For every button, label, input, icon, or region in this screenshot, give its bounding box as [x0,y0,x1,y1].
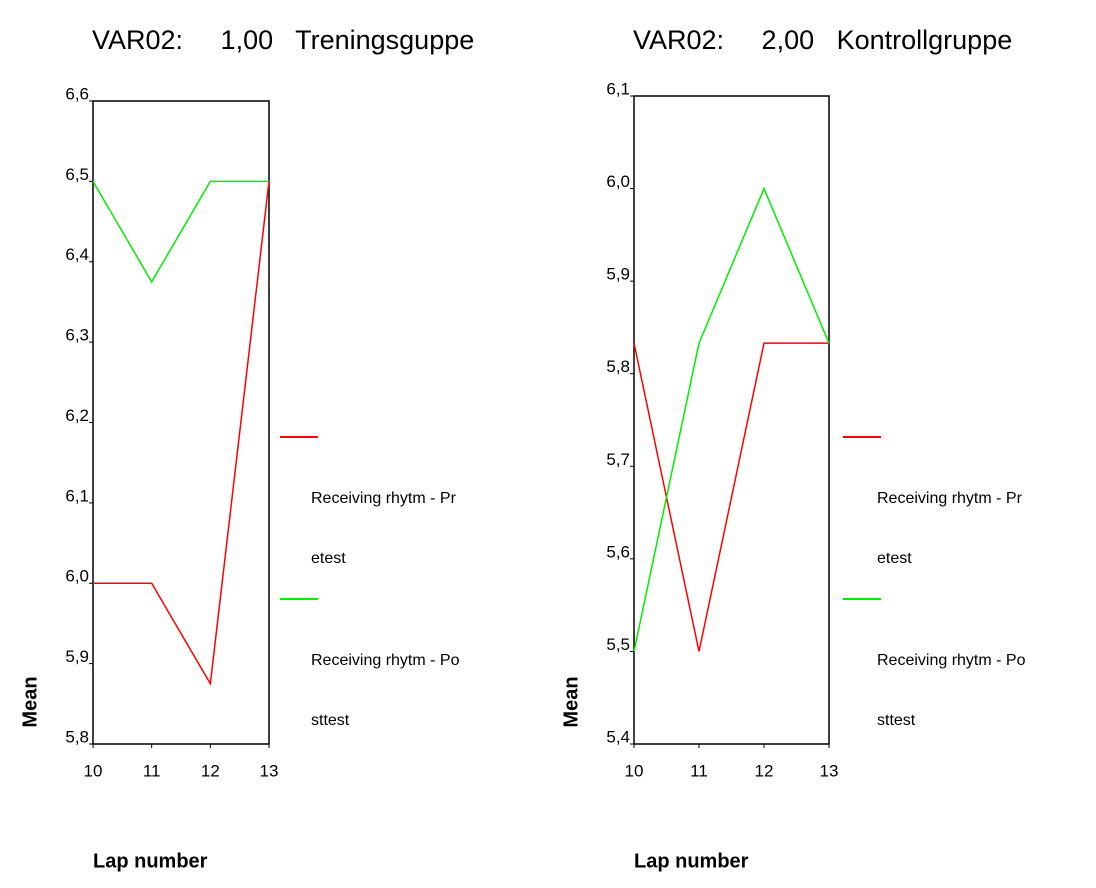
y-tick-label: 5,8 [606,357,630,376]
chart-title: VAR02: 2,00 Kontrollgruppe [633,25,1012,55]
x-tick-label: 10 [625,761,644,780]
legend-label-line: sttest [877,712,916,729]
y-tick-label: 6,5 [65,165,89,184]
y-tick-label: 6,0 [65,567,89,586]
x-tick-label: 11 [143,761,161,780]
legend-label: Receiving rhytm - Pr etest [877,490,1023,567]
y-tick-label: 5,6 [606,542,630,561]
y-tick-label: 6,4 [65,245,89,264]
y-tick-label: 5,7 [606,450,630,469]
plot-frame [633,95,830,745]
y-tick-label: 6,2 [65,406,89,425]
chart-title: VAR02: 1,00 Treningsguppe [92,25,474,55]
y-tick-label: 5,5 [606,635,630,654]
legend-label-line: etest [311,550,346,567]
y-tick-label: 6,0 [606,172,630,191]
x-tick-label: 12 [201,761,220,780]
plot-frame [92,100,270,745]
series-line [93,181,270,687]
legend-label: Receiving rhytm - Pr etest [311,490,457,567]
y-tick-label: 5,9 [65,647,89,666]
x-tick-label: 12 [755,761,774,780]
y-tick-label: 6,3 [65,326,89,345]
y-tick-label: 6,1 [65,486,89,505]
y-tick-label: 6,1 [606,79,630,98]
legend-label-line: sttest [311,712,350,729]
x-axis-label: Lap number [634,850,749,872]
legend-label-line: Receiving rhytm - Po [877,652,1026,669]
x-tick-label: 10 [84,761,103,780]
legend-label: Receiving rhytm - Po sttest [311,652,460,729]
legend-label-line: Receiving rhytm - Pr [877,490,1023,507]
x-tick-label: 11 [690,761,708,780]
legend-label-line: Receiving rhytm - Po [311,652,460,669]
series-line [633,186,830,652]
legend-label-line: etest [877,550,912,567]
y-axis-label: Mean [19,676,41,727]
y-tick-label: 5,4 [606,727,630,746]
y-tick-label: 5,9 [606,265,630,284]
x-axis-label: Lap number [93,850,208,872]
y-tick-label: 5,8 [65,727,89,746]
legend-label: Receiving rhytm - Po sttest [877,652,1026,729]
x-tick-label: 13 [260,761,279,780]
x-tick-label: 13 [820,761,839,780]
series-line [92,180,269,284]
y-axis-label: Mean [560,676,582,727]
series-line [633,342,829,652]
legend-label-line: Receiving rhytm - Pr [311,490,457,507]
y-tick-label: 6,6 [65,84,89,103]
